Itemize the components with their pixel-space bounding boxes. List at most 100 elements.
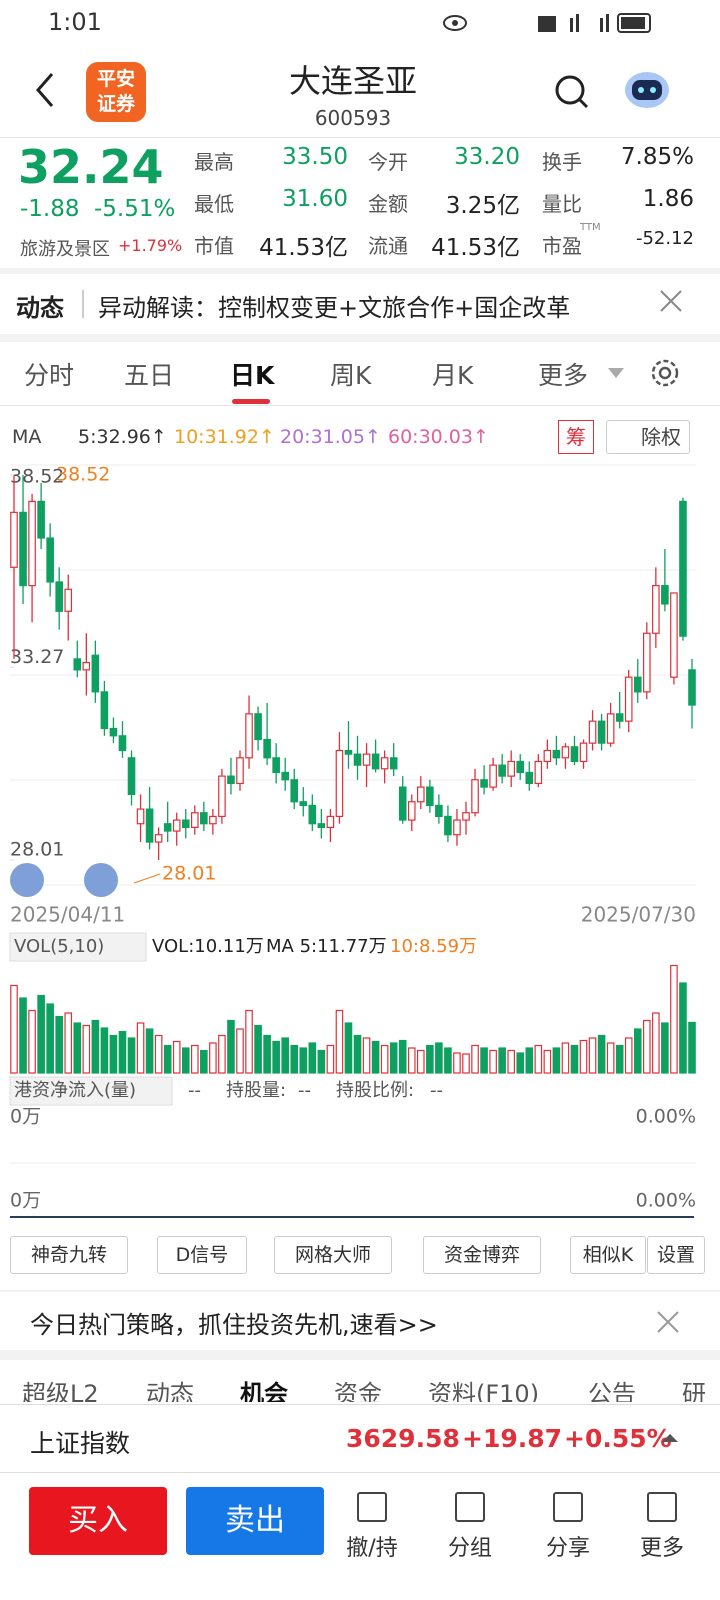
candle-body — [263, 738, 271, 759]
tool-button[interactable]: 设置 — [647, 1236, 705, 1274]
volume-bar — [688, 1021, 696, 1074]
stat-value: 3.25亿 — [445, 193, 520, 219]
strategy-banner[interactable]: 今日热门策略，抓住投资先机,速看>> — [30, 1311, 438, 1339]
candle-body — [55, 581, 64, 612]
period-tab[interactable]: 分时 — [24, 361, 75, 390]
period-tab[interactable]: 周K — [330, 361, 372, 390]
volume-bar — [570, 1044, 579, 1074]
period-tab[interactable]: 五日 — [124, 361, 175, 390]
candle-body — [272, 757, 280, 774]
candle-body — [552, 749, 561, 759]
volume-bar — [407, 1047, 416, 1074]
volume-bar — [227, 1019, 235, 1074]
tool-button[interactable]: D信号 — [157, 1236, 247, 1274]
broker-logo: 平安 证券 — [86, 62, 146, 122]
volume-bar — [615, 1044, 624, 1074]
action-label[interactable]: 分组 — [447, 1536, 492, 1561]
candle-body — [525, 771, 534, 785]
bottom-tab[interactable]: 超级L2 — [22, 1380, 99, 1402]
sector[interactable]: 旅游及景区 — [20, 239, 110, 260]
adjust-button[interactable]: 除权 — [606, 420, 690, 454]
stat-label: 今开 — [368, 150, 408, 174]
volume-bar — [272, 1040, 280, 1074]
chip-button[interactable]: 筹 — [558, 420, 594, 454]
volume-bar — [453, 1052, 461, 1074]
volume-bar — [398, 1039, 407, 1074]
volume-bar — [642, 1019, 651, 1074]
candle-body — [154, 834, 163, 843]
buy-button[interactable]: 买入 — [29, 1487, 167, 1555]
volume-bar — [163, 1044, 172, 1074]
sell-button[interactable]: 卖出 — [186, 1487, 324, 1555]
action-icon — [647, 1492, 677, 1522]
vol-legend: 10:8.59万 — [390, 936, 477, 957]
more-arrow — [608, 368, 624, 378]
action-label[interactable]: 更多 — [639, 1536, 684, 1561]
bottom-tab[interactable]: 资料(F10) — [428, 1380, 540, 1402]
stat-value: -52.12 — [635, 228, 694, 249]
volume-bar — [534, 1044, 543, 1074]
candle-body — [245, 713, 253, 759]
back-button[interactable] — [30, 70, 60, 110]
period-tab[interactable]: 日K — [230, 361, 275, 390]
bottom-tab[interactable]: 研 — [682, 1380, 706, 1402]
settings-button[interactable] — [648, 356, 682, 390]
candle-body — [633, 676, 642, 693]
stat-value: 33.50 — [282, 144, 348, 170]
tool-button[interactable]: 神奇九转 — [10, 1236, 128, 1274]
action-label[interactable]: 撤/持 — [346, 1536, 398, 1561]
tool-button[interactable]: 网格大师 — [274, 1236, 392, 1274]
candle-body — [136, 808, 145, 825]
index-name[interactable]: 上证指数 — [30, 1429, 131, 1458]
candle-body — [127, 757, 136, 796]
action-label[interactable]: 分享 — [545, 1536, 590, 1561]
vol-legend: VOL:10.11万 — [152, 936, 264, 957]
action-icon — [455, 1492, 485, 1522]
min-label: 28.01 — [162, 863, 216, 885]
news-text[interactable]: 异动解读：控制权变更+文旅合作+国企改革 — [98, 294, 571, 322]
stat-label: 市盈 — [542, 234, 582, 258]
candle-body — [73, 658, 82, 671]
tool-button[interactable]: 资金博弈 — [423, 1236, 541, 1274]
candle-body — [534, 760, 543, 785]
volume-bar — [308, 1042, 317, 1074]
volume-bar — [154, 1034, 163, 1074]
candle-body — [507, 760, 516, 777]
candle-body — [299, 801, 308, 807]
period-tab[interactable]: 更多 — [538, 361, 589, 390]
y-tick-label: 28.01 — [10, 839, 64, 861]
tool-button[interactable]: 相似K — [570, 1236, 646, 1274]
hk-item: 持股比例: — [336, 1080, 414, 1101]
candle-body — [462, 812, 470, 821]
volume-bar — [552, 1047, 561, 1074]
assistant-robot[interactable] — [622, 66, 672, 112]
volume-bar — [462, 1053, 470, 1074]
volume-bar — [389, 1042, 398, 1074]
volume-bar — [371, 1040, 380, 1074]
candle-body — [100, 691, 109, 730]
close-banner[interactable] — [656, 1310, 680, 1334]
candle-body — [191, 812, 199, 828]
candle-body — [389, 757, 398, 770]
min-pointer — [133, 873, 161, 884]
ma-label[interactable]: MA — [12, 426, 42, 448]
volume-bar — [299, 1047, 308, 1074]
volume-bar — [172, 1040, 181, 1074]
candle-body — [615, 713, 624, 722]
candle-body — [516, 760, 525, 774]
close-news[interactable] — [658, 288, 684, 314]
bottom-tab[interactable]: 公告 — [588, 1380, 636, 1402]
bottom-tab[interactable]: 资金 — [334, 1380, 382, 1402]
volume-bar — [191, 1044, 199, 1074]
bottom-tab[interactable]: 动态 — [146, 1380, 194, 1402]
search-button[interactable] — [552, 72, 592, 112]
candle-body — [109, 727, 118, 737]
period-tab[interactable]: 月K — [432, 361, 474, 390]
volume-bar — [100, 1027, 109, 1074]
bottom-tab[interactable]: 机会 — [240, 1380, 288, 1402]
ma-item: 60:30.03↑ — [388, 426, 489, 448]
stat-label: 最高 — [194, 150, 234, 174]
candle-body — [362, 753, 371, 766]
